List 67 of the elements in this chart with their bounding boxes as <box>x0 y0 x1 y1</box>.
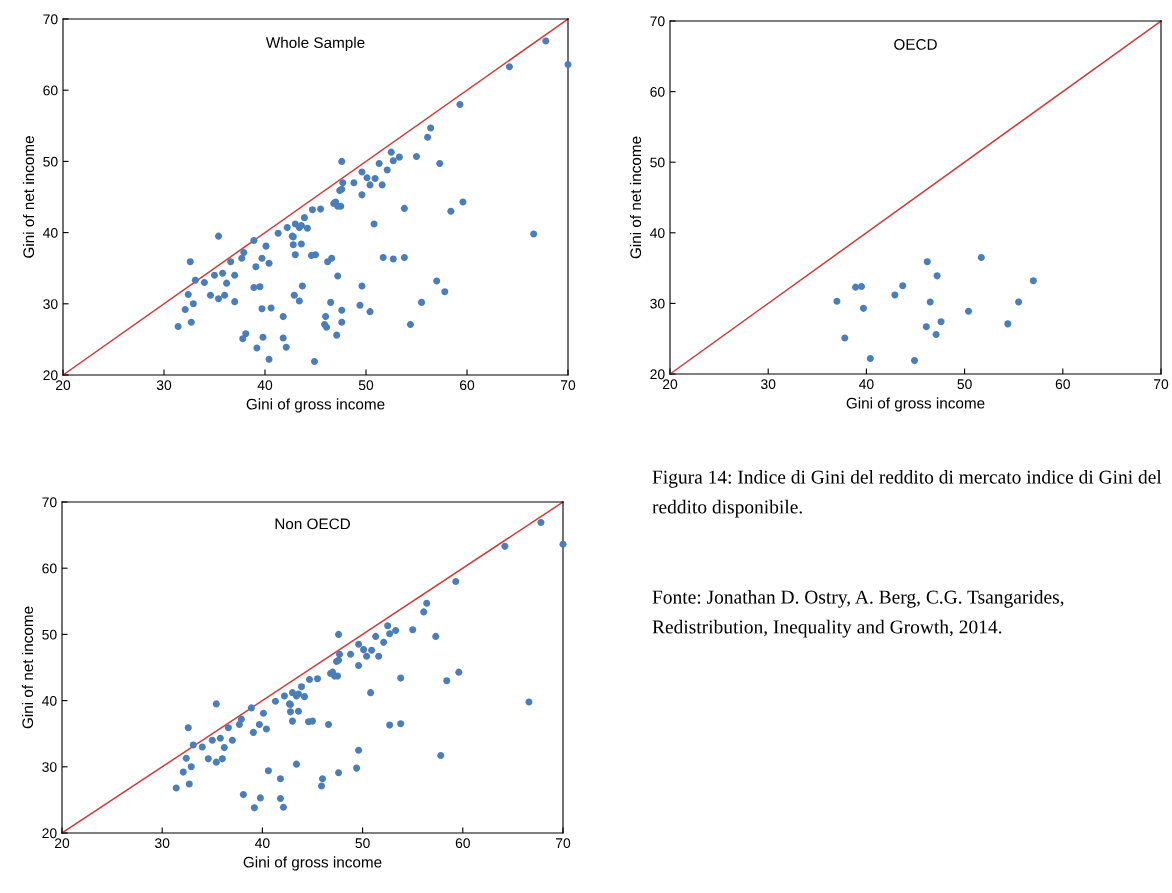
y-tick-label: 70 <box>650 16 665 27</box>
y-axis-title: Gini of net income <box>629 136 642 259</box>
point <box>852 283 860 291</box>
point <box>923 258 931 266</box>
y-tick-label: 60 <box>650 86 665 97</box>
y-tick-label: 70 <box>42 497 57 508</box>
x-tick-label: 50 <box>355 838 370 849</box>
x-tick-label: 30 <box>156 380 172 391</box>
text: Non OECD <box>275 518 350 530</box>
y-tick-label: 40 <box>650 228 665 238</box>
x-axis-title: Gini of gross income <box>846 397 985 412</box>
point <box>977 253 985 262</box>
point <box>841 334 849 342</box>
y-tick-label: 50 <box>42 629 57 640</box>
point <box>833 297 841 305</box>
y-tick-label: 50 <box>650 157 665 168</box>
x-tick-label: 70 <box>560 380 576 391</box>
x-tick-label: 20 <box>55 380 71 391</box>
point <box>1015 298 1023 306</box>
y-tick-label: 60 <box>43 85 58 96</box>
point <box>857 282 866 290</box>
y-axis-title: Gini of net income <box>22 136 35 258</box>
text: OECD <box>894 38 937 50</box>
x-tick-label: 50 <box>358 380 374 391</box>
y-tick-label: 70 <box>43 14 58 25</box>
point <box>932 330 940 338</box>
y-tick-label: 60 <box>42 563 57 574</box>
x-tick-label: 50 <box>957 379 972 390</box>
x-tick-label: 40 <box>255 838 270 849</box>
point <box>937 318 945 326</box>
source-note: Fonte: Jonathan D. Ostry, A. Berg, C.G. Tsangarides, Redistribution, Inequality and Growth, 2014. <box>652 590 1064 638</box>
y-tick-label: 50 <box>43 156 58 167</box>
point <box>933 272 941 280</box>
x-tick-label: 60 <box>455 838 470 849</box>
y-tick-label: 20 <box>43 370 58 381</box>
x-tick-label: 60 <box>1055 379 1070 390</box>
x-tick-label: 70 <box>555 838 571 849</box>
text: Whole Sample <box>265 36 365 52</box>
x-tick-label: 20 <box>54 838 70 849</box>
x-tick-label: 30 <box>761 379 776 390</box>
point <box>866 354 874 363</box>
y-tick-label: 40 <box>42 695 57 706</box>
x-tick-label: 20 <box>662 379 678 390</box>
point <box>964 307 973 315</box>
point <box>1029 277 1037 285</box>
x-tick-label: 40 <box>859 379 874 390</box>
point <box>922 323 930 331</box>
y-tick-label: 40 <box>43 227 58 238</box>
x-tick-label: 70 <box>1153 379 1169 390</box>
y-axis-title: Gini of net income <box>21 606 34 729</box>
y-tick-label: 30 <box>650 298 665 309</box>
point <box>910 357 919 365</box>
y-tick-label: 30 <box>43 299 58 309</box>
y-tick-label: 20 <box>650 369 665 380</box>
point <box>926 298 934 306</box>
x-tick-label: 30 <box>155 838 170 849</box>
x-axis-title: Gini of gross income <box>243 856 382 871</box>
point <box>1004 320 1012 328</box>
point <box>891 291 899 299</box>
y-tick-label: 20 <box>42 828 57 839</box>
y-tick-label: 30 <box>42 762 57 772</box>
text: Figura 14: Indice di Gini del reddito di mercato indice di Gini del reddito disponibile. <box>652 470 1162 518</box>
point <box>899 282 907 290</box>
x-tick-label: 60 <box>459 380 475 391</box>
point <box>859 304 867 312</box>
x-tick-label: 40 <box>257 380 273 391</box>
x-axis-title: Gini of gross income <box>246 398 385 413</box>
